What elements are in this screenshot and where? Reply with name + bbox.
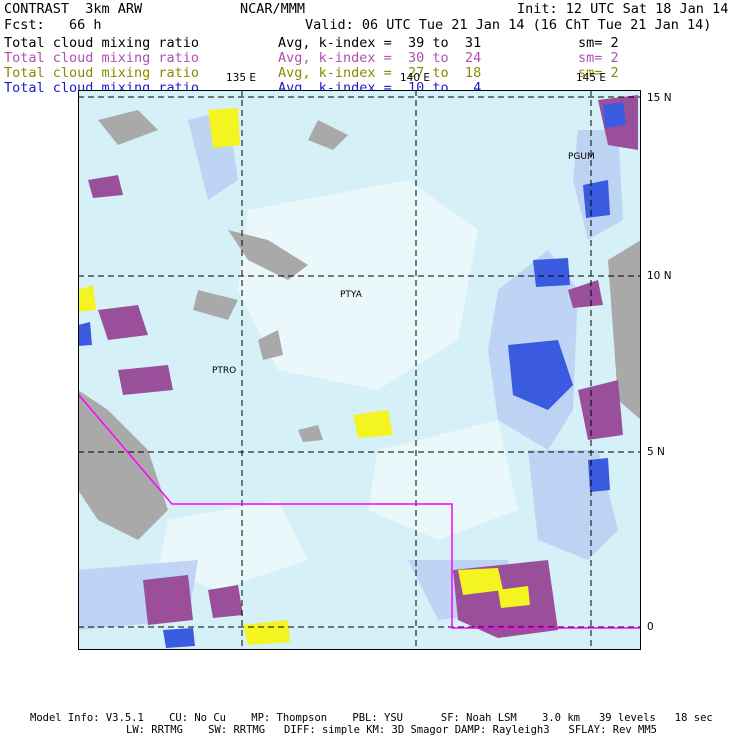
lat-label-5n: 5 N bbox=[647, 446, 665, 458]
model-info-line-2: LW: RRTMG SW: RRTMG DIFF: simple KM: 3D … bbox=[126, 724, 658, 736]
lat-label-0: 0 bbox=[647, 621, 654, 633]
station-ptro: PTRO bbox=[212, 366, 237, 376]
org-title: NCAR/MMM bbox=[240, 1, 306, 17]
station-pgum: PGUM bbox=[568, 152, 595, 162]
blue-cloud-cores bbox=[78, 102, 626, 648]
gray-regions bbox=[78, 110, 641, 540]
station-ptya: PTYA bbox=[340, 290, 362, 300]
lon-label-135: 135 E bbox=[226, 72, 257, 84]
yellow-cloud-patches bbox=[78, 108, 530, 645]
field-avg-2: Avg, k-index = 30 to 24 bbox=[278, 50, 482, 66]
field-avg-3: Avg, k-index = 27 to 18 bbox=[278, 65, 482, 81]
field-name-2: Total cloud mixing ratio bbox=[4, 50, 200, 66]
map-frame bbox=[78, 90, 641, 650]
init-time: Init: 12 UTC Sat 18 Jan 14 bbox=[517, 1, 729, 17]
cloud-map bbox=[78, 90, 641, 650]
light-cloud-region bbox=[158, 180, 518, 590]
field-sm-3: sm= 2 bbox=[578, 65, 619, 81]
field-avg-1: Avg, k-index = 39 to 31 bbox=[278, 35, 482, 51]
field-sm-2: sm= 2 bbox=[578, 50, 619, 66]
region-boundary bbox=[78, 393, 641, 629]
lon-label-140: 140 E bbox=[400, 72, 431, 84]
valid-time: Valid: 06 UTC Tue 21 Jan 14 (16 ChT Tue … bbox=[305, 17, 712, 33]
lat-label-15n: 15 N bbox=[647, 92, 672, 104]
field-sm-1: sm= 2 bbox=[578, 35, 619, 51]
field-name-1: Total cloud mixing ratio bbox=[4, 35, 200, 51]
lon-label-145: 145 E bbox=[576, 72, 607, 84]
lat-label-10n: 10 N bbox=[647, 270, 672, 282]
grid-lines bbox=[78, 90, 641, 650]
model-title: CONTRAST 3km ARW bbox=[4, 1, 143, 17]
model-info-line-1: Model Info: V3.5.1 CU: No Cu MP: Thompso… bbox=[30, 712, 713, 724]
field-name-3: Total cloud mixing ratio bbox=[4, 65, 200, 81]
forecast-hour: Fcst: 66 h bbox=[4, 17, 102, 33]
